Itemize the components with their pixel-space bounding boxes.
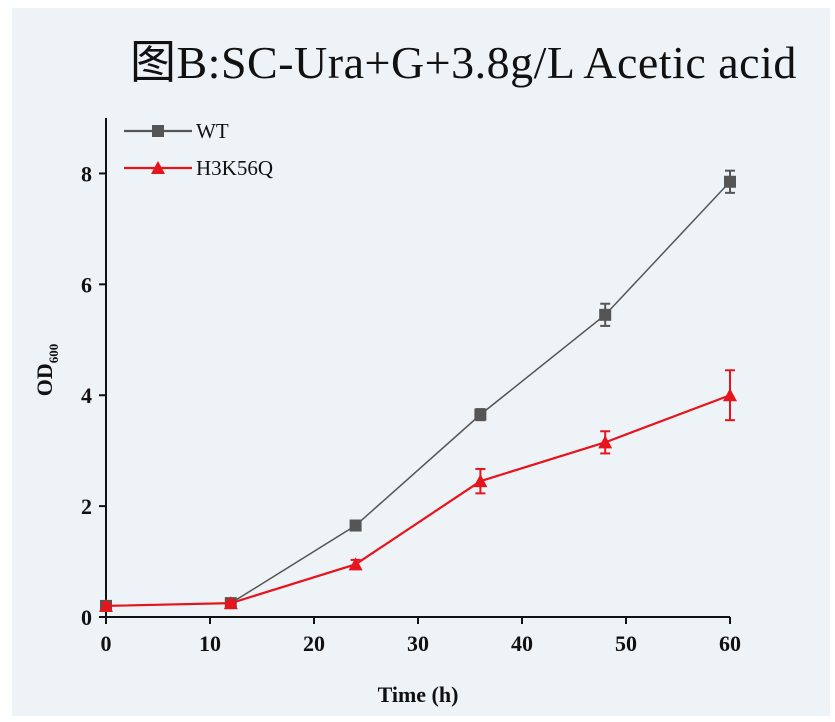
- chart-title: 图B:SC-Ura+G+3.8g/L Acetic acid: [130, 37, 797, 88]
- data-point: [99, 598, 113, 612]
- legend-marker: [152, 125, 164, 137]
- figure-panel: [12, 8, 830, 716]
- legend-item-h3k56q: H3K56Q: [124, 156, 273, 180]
- y-axis-title-main: OD: [32, 363, 57, 396]
- x-axis-title: Time (h): [378, 682, 459, 707]
- x-tick-label: 40: [511, 631, 533, 656]
- series-line: [105, 394, 731, 608]
- legend-item-wt: WT: [124, 119, 229, 143]
- legend-label: WT: [196, 119, 229, 143]
- data-point: [473, 474, 488, 488]
- data-point: [599, 308, 612, 321]
- y-tick-label: 4: [81, 383, 92, 408]
- data-point: [223, 596, 238, 610]
- y-tick-label: 2: [81, 494, 92, 519]
- data-point: [349, 519, 362, 532]
- data-point: [474, 408, 487, 421]
- series-layer: [99, 169, 737, 612]
- y-axis-title: OD600: [32, 344, 61, 397]
- data-point: [724, 175, 736, 188]
- x-tick-label: 50: [615, 631, 637, 656]
- data-point: [723, 388, 737, 402]
- y-tick-label: 6: [81, 272, 92, 297]
- y-tick-label: 8: [81, 161, 92, 186]
- data-point: [598, 435, 613, 449]
- x-tick-label: 0: [101, 631, 112, 656]
- series-h3k56q: [99, 369, 737, 612]
- data-point: [348, 557, 363, 571]
- legend-label: H3K56Q: [196, 156, 273, 180]
- x-tick-label: 60: [719, 631, 741, 656]
- x-tick-label: 10: [199, 631, 221, 656]
- series-line: [105, 181, 731, 607]
- axes: 0 10 20 30 40 50 60 0 2 4 6 8: [81, 118, 741, 656]
- x-tick-label: 30: [407, 631, 429, 656]
- y-axis-title-subscript: 600: [46, 344, 61, 364]
- y-tick-label: 0: [81, 605, 92, 630]
- series-wt: [100, 169, 736, 612]
- x-tick-label: 20: [303, 631, 325, 656]
- legend: WT H3K56Q: [124, 119, 273, 180]
- legend-marker: [151, 161, 165, 174]
